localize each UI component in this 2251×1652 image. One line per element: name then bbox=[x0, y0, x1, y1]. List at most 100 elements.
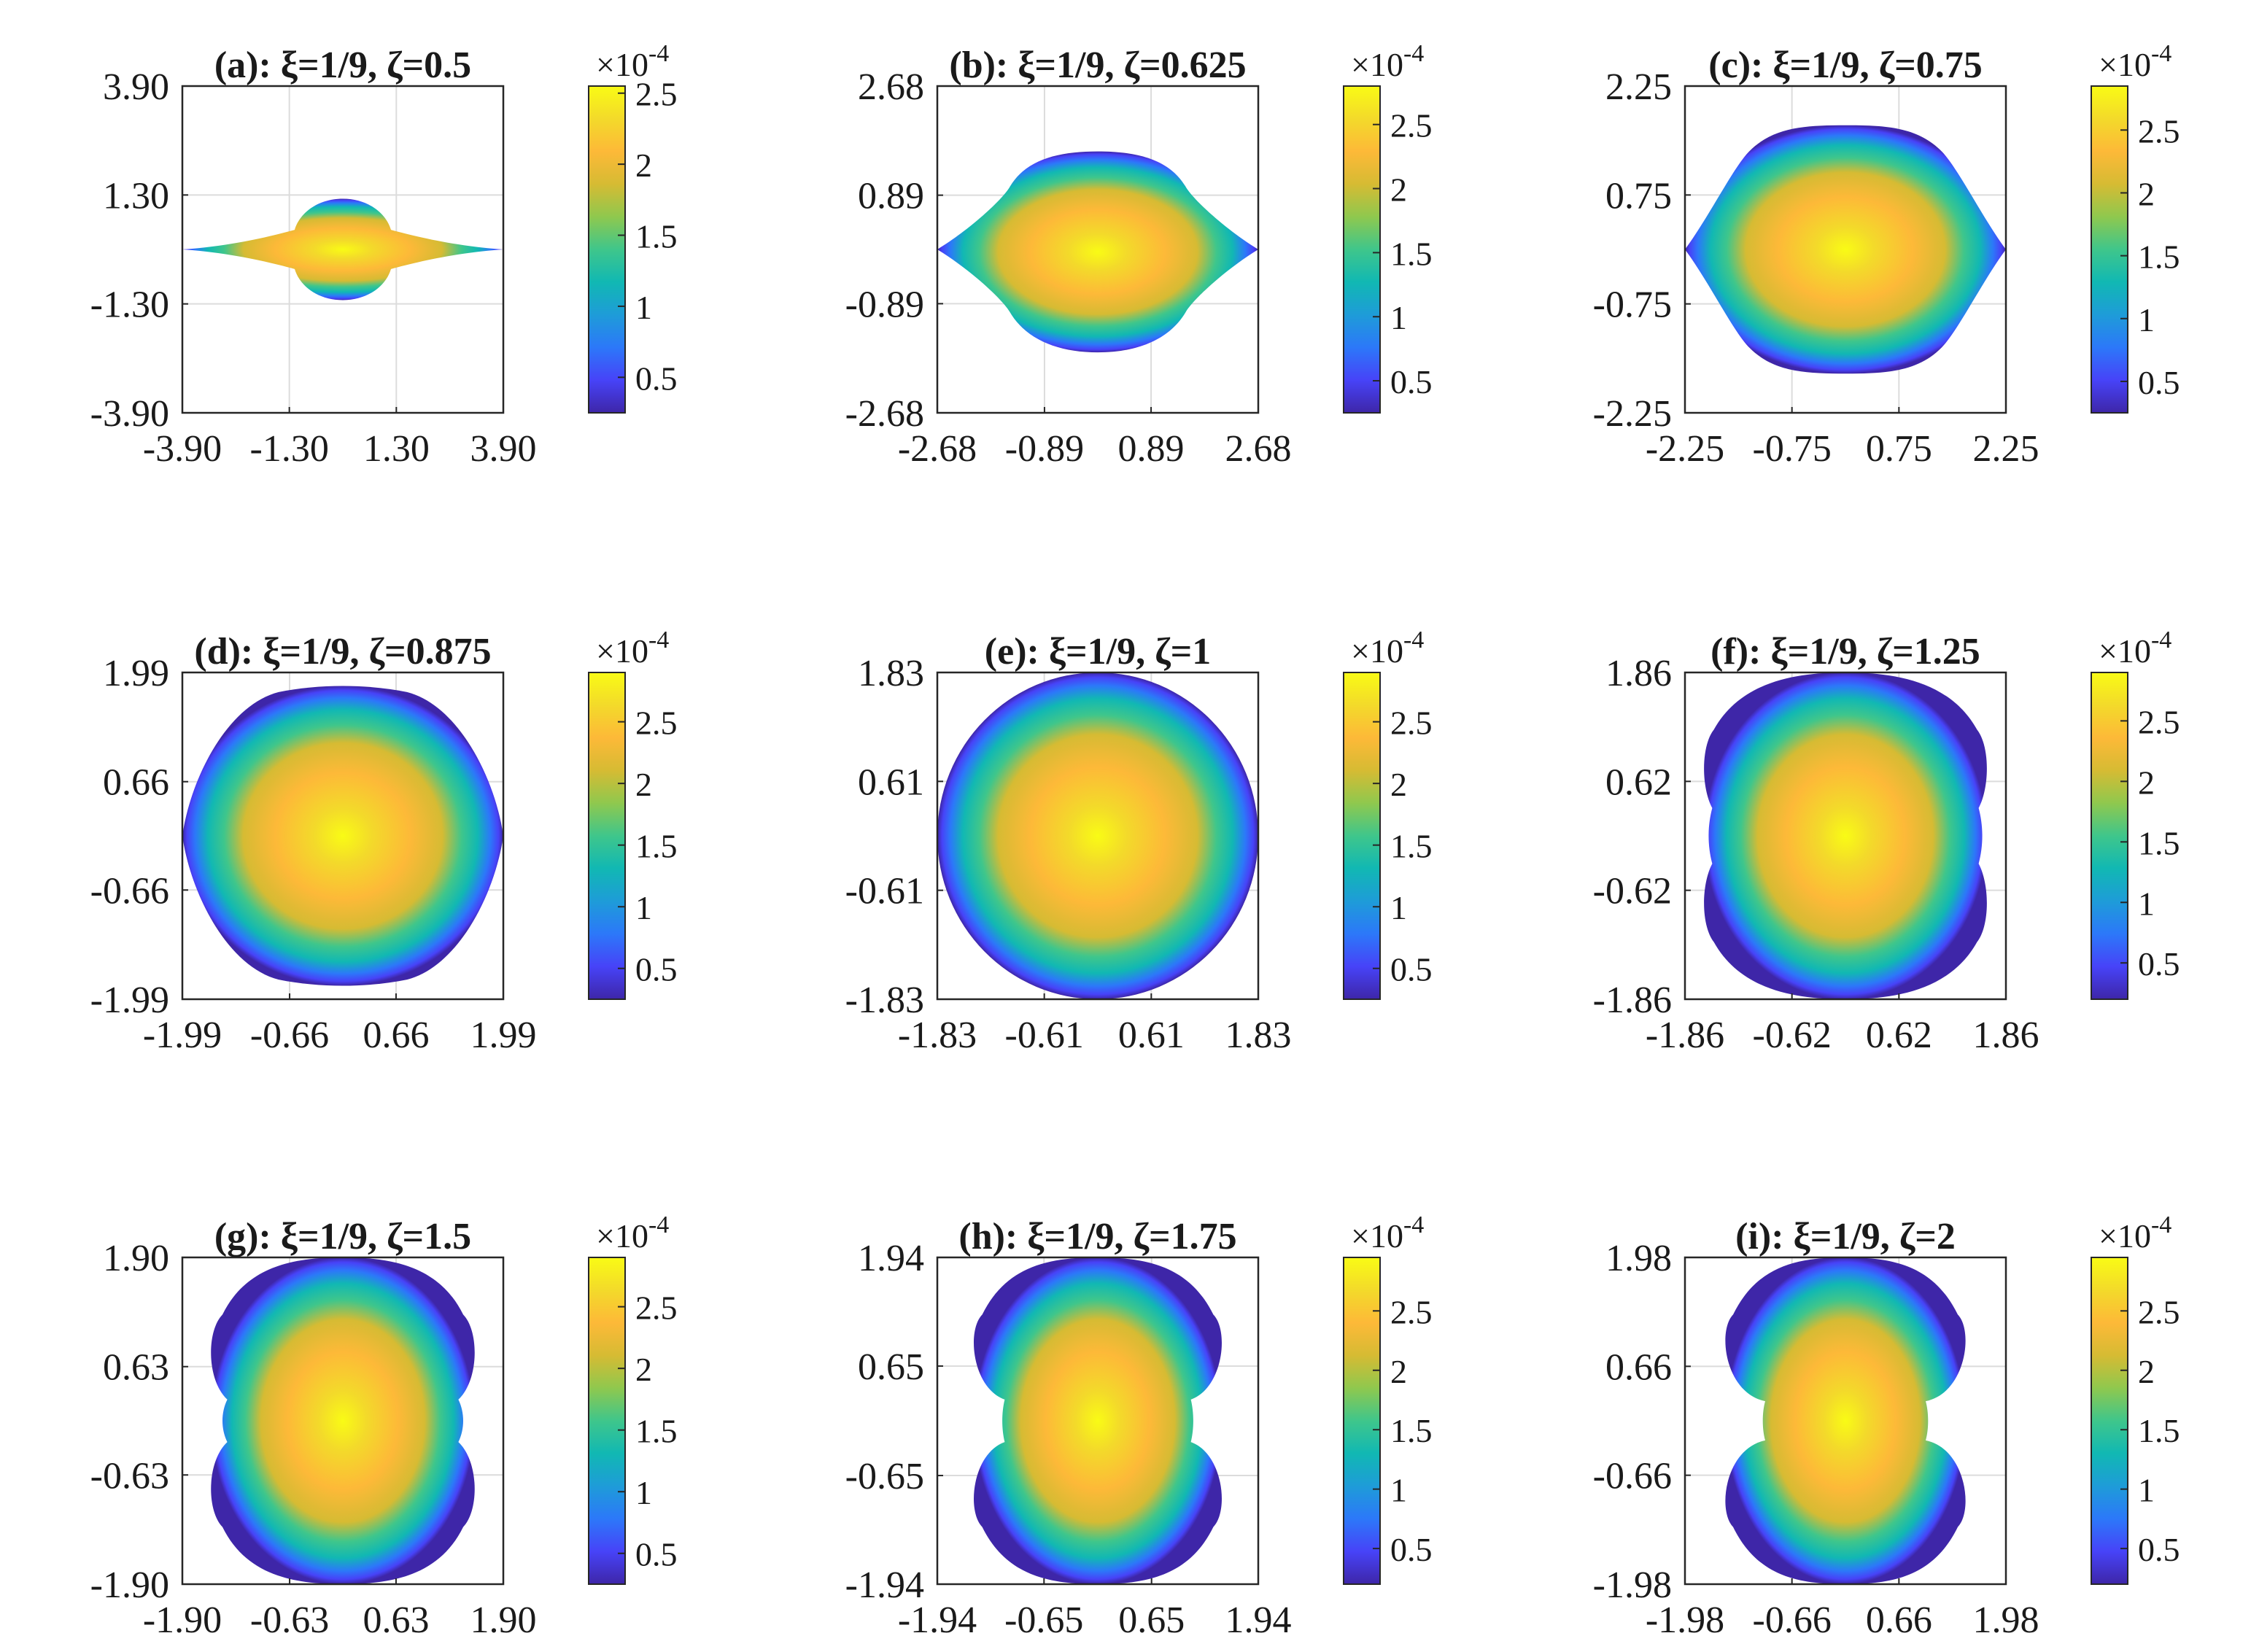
x-tick-label: 1.94 bbox=[1225, 1599, 1292, 1641]
panel-title: (g): ξ=1/9, ζ=1.5 bbox=[214, 1216, 471, 1257]
colorbar-tick-label: 0.5 bbox=[635, 1536, 678, 1573]
x-tick-label: -3.90 bbox=[143, 428, 222, 470]
x-tick-label: 0.62 bbox=[1866, 1015, 1932, 1056]
density-shape bbox=[211, 1257, 475, 1584]
colorbar-exponent-base: ×10 bbox=[1351, 46, 1403, 83]
colorbar-tick-label: 2.5 bbox=[2138, 112, 2180, 150]
colorbar-tick-label: 2.5 bbox=[635, 76, 678, 113]
colorbar-tick-label: 2 bbox=[2138, 175, 2155, 212]
colorbar-tick-label: 0.5 bbox=[2138, 364, 2180, 401]
colorbar-exponent-power: -4 bbox=[648, 40, 669, 67]
colorbar-tick-label: 2 bbox=[1390, 1353, 1407, 1390]
colorbar-exponent-base: ×10 bbox=[596, 632, 648, 670]
colorbar-tick-label: 2.5 bbox=[2138, 1293, 2180, 1330]
x-tick-label: -1.94 bbox=[898, 1599, 977, 1641]
y-tick-label: -1.94 bbox=[845, 1564, 924, 1606]
colorbar-tick-label: 1 bbox=[2138, 1472, 2155, 1509]
colorbar-tick-label: 1.5 bbox=[635, 828, 678, 865]
colorbar-tick-label: 1 bbox=[1390, 299, 1407, 336]
axes-frame bbox=[181, 671, 505, 1001]
panel-title: (c): ξ=1/9, ζ=0.75 bbox=[1708, 44, 1982, 86]
colorbar bbox=[1343, 672, 1381, 1000]
colorbar-tick-label: 2 bbox=[635, 147, 652, 184]
density-shape bbox=[1704, 672, 1987, 999]
x-tick-label: 0.66 bbox=[363, 1015, 429, 1056]
colorbar-exponent-power: -4 bbox=[648, 627, 669, 654]
colorbar-exponent: ×10-4 bbox=[596, 627, 669, 670]
axes-frame bbox=[181, 1256, 505, 1586]
y-tick-label: -3.90 bbox=[90, 393, 169, 435]
panel-c: (c): ξ=1/9, ζ=0.75 -2.25 -0.75 0.75 2.25 2.25… bbox=[1593, 40, 2180, 470]
colorbar-tick-label: 0.5 bbox=[1390, 951, 1433, 988]
axes-frame bbox=[936, 671, 1260, 1001]
colorbar-tick-label: 2.5 bbox=[635, 705, 678, 742]
x-tick-label: 0.75 bbox=[1866, 428, 1932, 470]
y-tick-label: 1.90 bbox=[103, 1238, 169, 1279]
colorbar-tick-label: 1.5 bbox=[1390, 1412, 1433, 1449]
x-tick-label: -1.98 bbox=[1646, 1599, 1724, 1641]
x-tick-label: -1.90 bbox=[143, 1599, 222, 1641]
axes-frame bbox=[181, 85, 505, 414]
x-tick-label: 0.65 bbox=[1118, 1599, 1185, 1641]
colorbar-exponent-power: -4 bbox=[2151, 40, 2171, 67]
panel-a: (a): ξ=1/9, ζ=0.5 -3.90 -1.30 1.30 3.90 3.90 1… bbox=[90, 40, 678, 470]
colorbar-tick-label: 0.5 bbox=[635, 360, 678, 397]
axes-frame bbox=[936, 85, 1260, 414]
panel-h: (h): ξ=1/9, ζ=1.75 -1.94 -0.65 0.65 1.94 1.94… bbox=[845, 1211, 1433, 1641]
x-tick-label: -0.75 bbox=[1753, 428, 1832, 470]
y-tick-label: 1.86 bbox=[1605, 653, 1672, 694]
y-tick-label: -0.63 bbox=[90, 1455, 169, 1497]
colorbar-tick-label: 1.5 bbox=[2138, 239, 2180, 276]
x-tick-label: -0.66 bbox=[250, 1015, 329, 1056]
colorbar-tick-label: 0.5 bbox=[1390, 363, 1433, 400]
colorbar-tick-label: 2 bbox=[635, 1351, 652, 1388]
x-tick-label: 1.90 bbox=[470, 1599, 537, 1641]
colorbar-exponent: ×10-4 bbox=[1351, 1211, 1424, 1254]
colorbar-tick-label: 0.5 bbox=[2138, 1531, 2180, 1568]
density-shape bbox=[974, 1257, 1222, 1584]
colorbar-tick-label: 1 bbox=[2138, 301, 2155, 338]
x-tick-label: -0.65 bbox=[1004, 1599, 1083, 1641]
panel-title: (f): ξ=1/9, ζ=1.25 bbox=[1710, 631, 1980, 672]
y-tick-label: -1.90 bbox=[90, 1564, 169, 1606]
colorbar-exponent: ×10-4 bbox=[596, 40, 669, 83]
y-tick-label: 1.98 bbox=[1605, 1238, 1672, 1279]
y-tick-label: 0.62 bbox=[1605, 761, 1672, 803]
panel-title: (h): ξ=1/9, ζ=1.75 bbox=[958, 1216, 1236, 1257]
density-shape bbox=[1725, 1257, 1966, 1584]
colorbar-tick-label: 2 bbox=[1390, 171, 1407, 209]
x-tick-label: 2.25 bbox=[1973, 428, 2039, 470]
axes-frame bbox=[1684, 1256, 2007, 1586]
x-tick-label: -0.62 bbox=[1753, 1015, 1832, 1056]
y-tick-label: -0.62 bbox=[1593, 871, 1672, 912]
colorbar-exponent: ×10-4 bbox=[2099, 1211, 2171, 1254]
panel-i: (i): ξ=1/9, ζ=2 -1.98 -0.66 0.66 1.98 1.98 0.6… bbox=[1593, 1211, 2180, 1641]
colorbar-exponent-base: ×10 bbox=[596, 46, 648, 83]
y-tick-label: -1.83 bbox=[845, 980, 924, 1021]
panel-title: (d): ξ=1/9, ζ=0.875 bbox=[194, 631, 491, 672]
y-tick-label: 1.99 bbox=[103, 653, 169, 694]
colorbar-exponent: ×10-4 bbox=[1351, 40, 1424, 83]
colorbar bbox=[2091, 85, 2128, 414]
panel-d: (d): ξ=1/9, ζ=0.875 -1.99 -0.66 0.66 1.99 1.9… bbox=[90, 627, 678, 1056]
colorbar-exponent-base: ×10 bbox=[596, 1217, 648, 1254]
y-tick-label: 1.83 bbox=[858, 653, 924, 694]
y-tick-label: -0.66 bbox=[90, 870, 169, 912]
colorbar-tick-label: 1.5 bbox=[2138, 824, 2180, 861]
y-tick-label: -0.65 bbox=[845, 1456, 924, 1497]
x-tick-label: 0.63 bbox=[363, 1599, 429, 1641]
colorbar-exponent-base: ×10 bbox=[2099, 632, 2151, 670]
colorbar-tick-label: 2.5 bbox=[1390, 1293, 1433, 1330]
y-tick-label: -0.75 bbox=[1593, 284, 1672, 326]
y-tick-label: 1.94 bbox=[858, 1238, 924, 1279]
colorbar bbox=[588, 672, 626, 1000]
y-tick-label: -0.61 bbox=[845, 871, 924, 912]
colorbar-tick-label: 2 bbox=[2138, 764, 2155, 801]
x-tick-label: 1.98 bbox=[1973, 1599, 2039, 1641]
colorbar-exponent-base: ×10 bbox=[1351, 632, 1403, 670]
panel-e: (e): ξ=1/9, ζ=1 -1.83 -0.61 0.61 1.83 1.83 0.6… bbox=[845, 627, 1433, 1056]
y-tick-label: 2.25 bbox=[1605, 66, 1672, 108]
y-tick-label: 0.66 bbox=[103, 762, 169, 804]
density-shape bbox=[937, 672, 1258, 999]
density-shape bbox=[1685, 125, 2006, 374]
